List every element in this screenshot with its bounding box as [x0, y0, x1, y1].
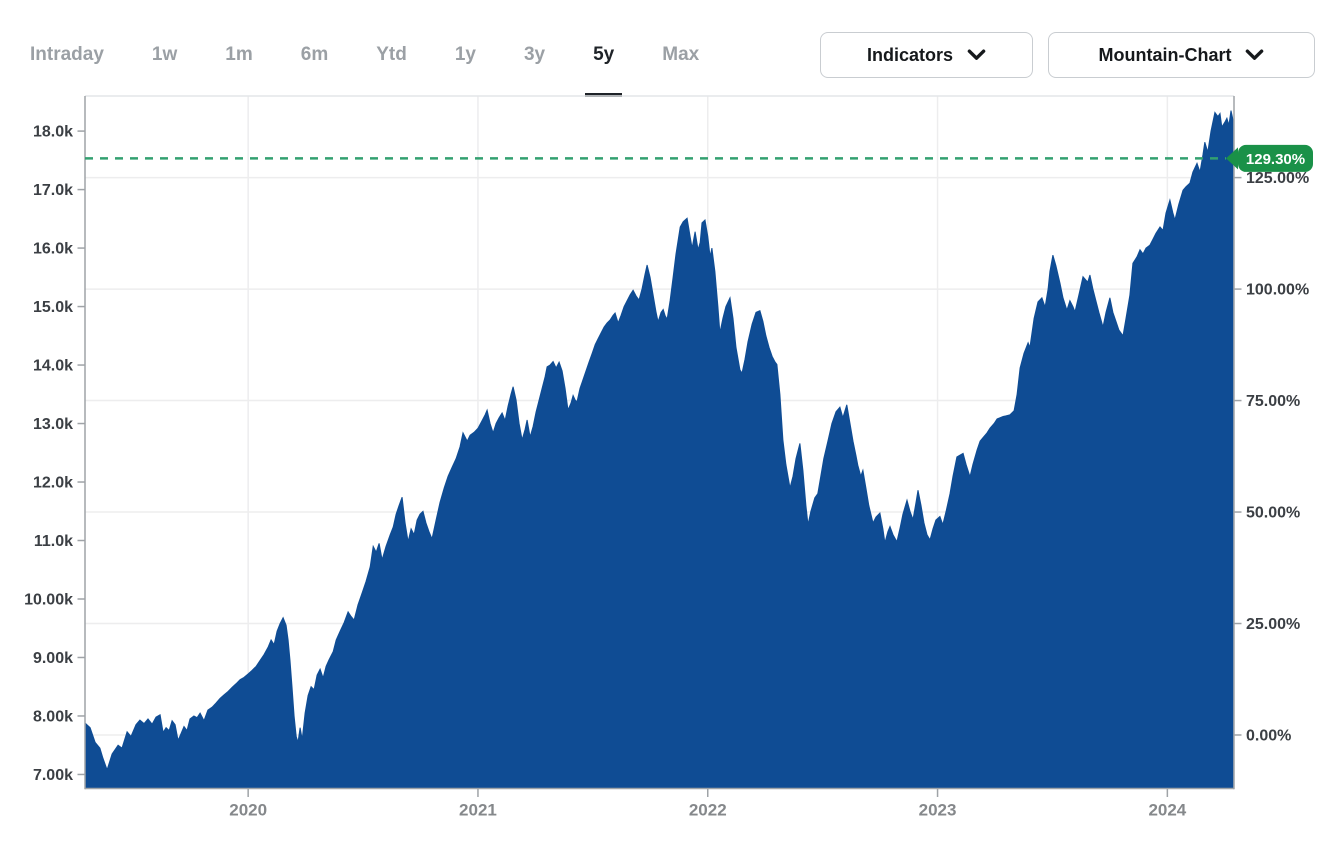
- chevron-down-icon: [1246, 49, 1264, 60]
- x-axis-year-label: 2021: [459, 801, 497, 820]
- y-axis-left-label: 14.0k: [33, 358, 73, 375]
- y-axis-left-label: 16.0k: [33, 241, 73, 258]
- axes: 18.0k 17.0k 16.0k 15.0k 14.0k 13.0k 12.0k 11.0k…: [24, 96, 1309, 820]
- range-tab-5y[interactable]: 5y: [585, 34, 623, 103]
- y-axis-right-label: 100.00%: [1246, 282, 1309, 299]
- range-tab-6m[interactable]: 6m: [300, 44, 329, 65]
- last-value-reference: 129.30%: [85, 144, 1313, 172]
- y-axis-left-label: 18.0k: [33, 124, 73, 141]
- change-badge-label: 129.30%: [1246, 151, 1305, 168]
- time-range-tabs: Intraday 1w 1m 6m Ytd 1y 3y 5y Max: [30, 34, 699, 103]
- y-axis-left-label: 15.0k: [33, 299, 73, 316]
- change-badge-arrow: [1226, 147, 1238, 170]
- chevron-down-icon: [967, 49, 986, 60]
- range-tab-ytd[interactable]: Ytd: [376, 44, 407, 65]
- y-axis-right-label: 50.00%: [1246, 505, 1300, 522]
- x-axis-year-label: 2022: [689, 801, 727, 820]
- y-axis-left-label: 12.0k: [33, 475, 73, 492]
- range-tab-1m[interactable]: 1m: [225, 44, 253, 65]
- mountain-area: [84, 110, 1234, 789]
- y-axis-right-label: 75.00%: [1246, 393, 1300, 410]
- indicators-dropdown-label: Indicators: [866, 44, 954, 65]
- x-axis-year-label: 2023: [919, 801, 957, 820]
- y-axis-left-label: 7.00k: [33, 767, 73, 784]
- indicators-dropdown[interactable]: Indicators: [820, 32, 1033, 78]
- chart-type-dropdown-label: Mountain-Chart: [1098, 44, 1232, 65]
- y-axis-left-label: 17.0k: [33, 182, 73, 199]
- change-badge: [1238, 144, 1313, 172]
- range-tab-1w[interactable]: 1w: [151, 44, 178, 65]
- y-axis-left-label: 10.00k: [24, 591, 73, 608]
- x-axis-year-label: 2020: [229, 801, 267, 820]
- price-area-series: [84, 110, 1234, 789]
- y-axis-right-label: 25.00%: [1246, 616, 1300, 633]
- y-axis-right-label: 125.00%: [1246, 170, 1309, 187]
- range-tab-intraday[interactable]: Intraday: [30, 44, 104, 65]
- range-tab-1y[interactable]: 1y: [454, 44, 476, 65]
- y-axis-left-label: 8.00k: [33, 708, 73, 725]
- y-axis-left-label: 11.0k: [34, 533, 73, 550]
- y-axis-left-label: 9.00k: [33, 650, 73, 667]
- range-tab-3y[interactable]: 3y: [523, 44, 546, 65]
- x-axis-year-label: 2024: [1148, 801, 1186, 820]
- y-axis-left-label: 13.0k: [33, 416, 73, 433]
- price-chart[interactable]: 18.0k 17.0k 16.0k 15.0k 14.0k 13.0k 12.0k 11.0k…: [0, 88, 1320, 842]
- y-axis-right-label: 0.00%: [1246, 727, 1291, 744]
- chart-toolbar: Intraday 1w 1m 6m Ytd 1y 3y 5y Max Indicators Mo…: [0, 0, 1320, 97]
- chart-type-dropdown[interactable]: Mountain-Chart: [1048, 32, 1315, 78]
- range-tab-max[interactable]: Max: [662, 44, 700, 65]
